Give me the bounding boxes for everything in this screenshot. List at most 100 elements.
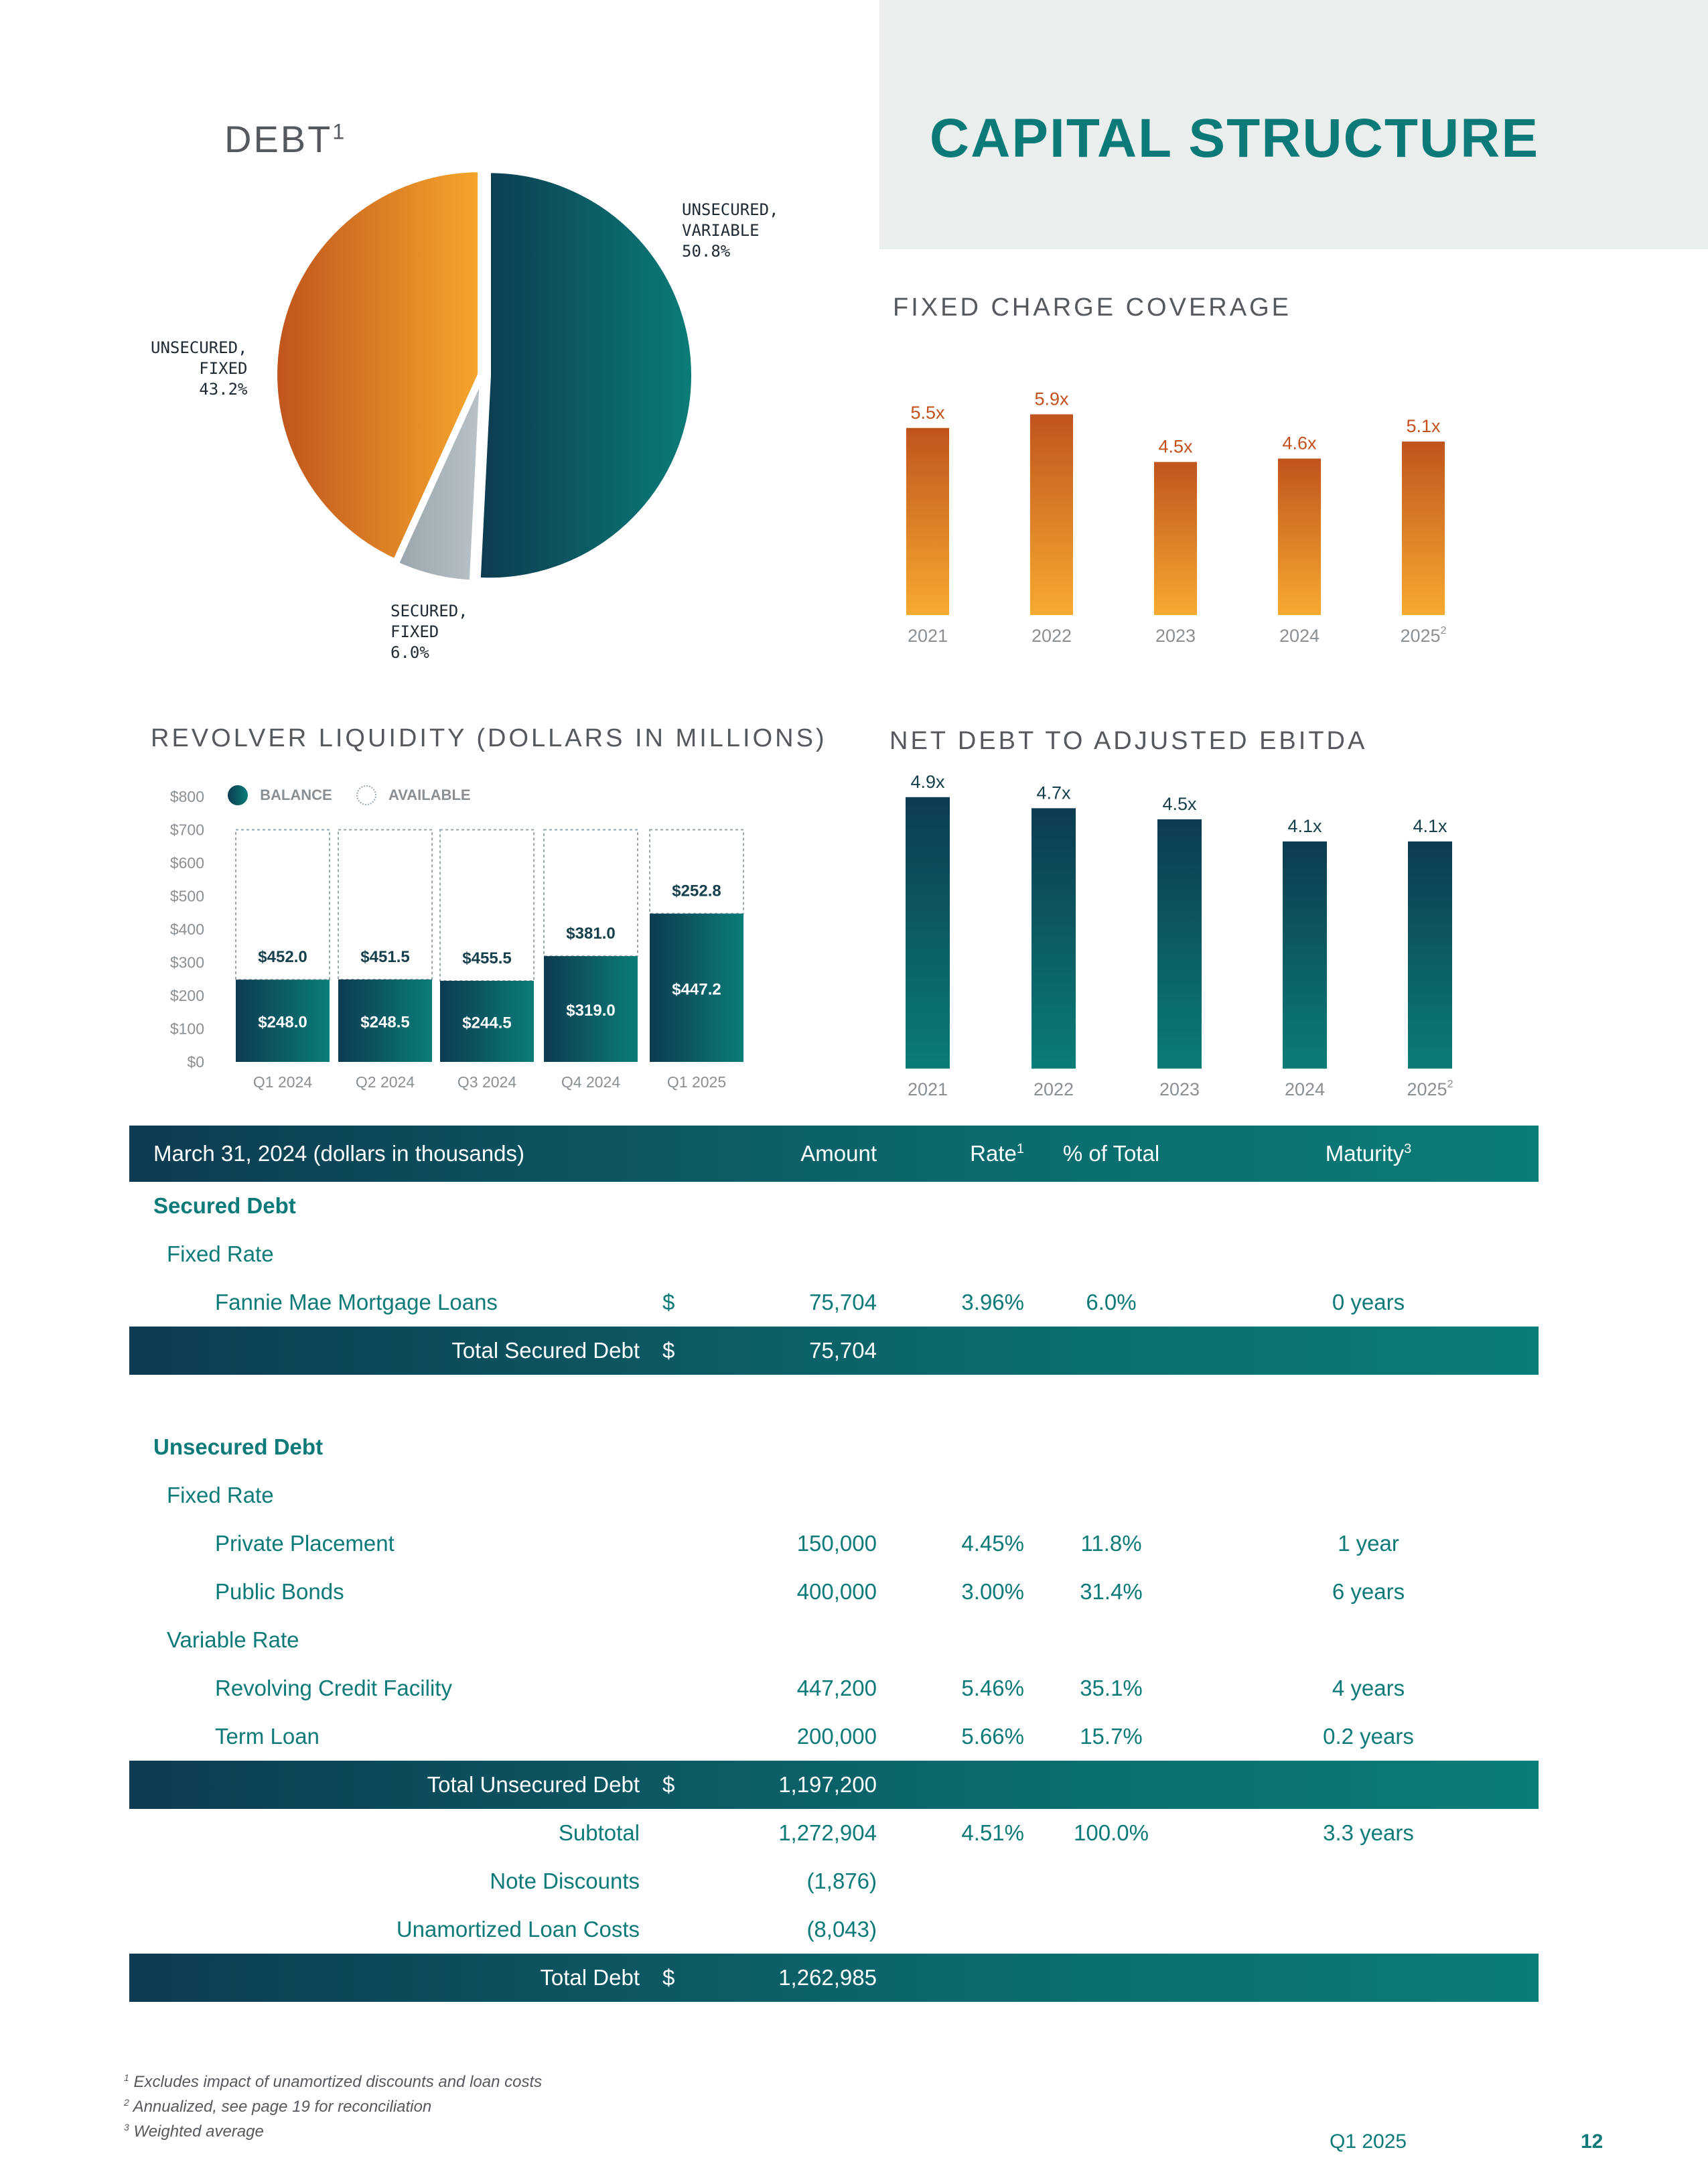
fcc-year-label: 2021 — [908, 626, 948, 646]
revolver-ytick: $700 — [170, 821, 204, 839]
table-header-row: March 31, 2024 (dollars in thousands) Am… — [129, 1126, 1539, 1182]
total-secured-amount: 75,704 — [809, 1338, 877, 1363]
legend-balance-label: BALANCE — [260, 787, 332, 803]
subtotal-rate: 4.51% — [961, 1820, 1024, 1845]
pie-label-unsecured-fixed: UNSECURED, FIXED 43.2% — [151, 338, 248, 399]
net-debt-year-label: 2022 — [1034, 1079, 1074, 1099]
fcc-value-label: 5.5x — [910, 403, 945, 423]
secured-debt-heading: Secured Debt — [153, 1193, 296, 1218]
revolver-balance-label: $319.0 — [566, 1002, 615, 1020]
net-debt-value-label: 4.5x — [1162, 794, 1197, 814]
fcc-bar — [1030, 414, 1073, 615]
revolver-quarter-label: Q3 2024 — [457, 1073, 516, 1091]
revolver-quarter-label: Q1 2024 — [253, 1073, 312, 1091]
note-discounts-label: Note Discounts — [490, 1869, 640, 1893]
revolver-quarter-label: Q4 2024 — [561, 1073, 620, 1091]
public-pct: 31.4% — [1080, 1579, 1143, 1604]
footer-quarter: Q1 2025 — [1330, 2130, 1407, 2153]
subtotal-label: Subtotal — [558, 1820, 640, 1845]
table-row: Secured Debt — [129, 1182, 1539, 1230]
revolver-available-label: $381.0 — [566, 925, 615, 943]
fcc-bar — [906, 427, 949, 615]
debt-table: March 31, 2024 (dollars in thousands) Am… — [129, 1126, 1539, 2002]
pie-slice-secured-fixed — [394, 377, 484, 584]
page-title: CAPITAL STRUCTURE — [929, 108, 1540, 169]
fcc-bar — [1278, 458, 1321, 615]
unamortized-row: Unamortized Loan Costs (8,043) — [129, 1905, 1539, 1954]
revolver-balance-bar — [440, 980, 534, 1062]
net-debt-title: NET DEBT TO ADJUSTED EBITDA — [889, 727, 1368, 755]
fannie-pct: 6.0% — [1086, 1290, 1137, 1314]
revolver-balance-bar — [236, 979, 330, 1062]
table-row: Revolving Credit Facility 447,200 5.46% … — [129, 1664, 1539, 1712]
net-debt-value-label: 4.1x — [1413, 816, 1447, 836]
pie-slice-unsecured-variable — [476, 169, 695, 582]
note-discounts-row: Note Discounts (1,876) — [129, 1857, 1539, 1905]
private-label: Private Placement — [215, 1531, 395, 1556]
table-row: Fixed Rate — [129, 1471, 1539, 1519]
net-debt-value-label: 4.9x — [910, 772, 945, 792]
revolver-ytick: $0 — [187, 1053, 204, 1071]
revolver-ytick: $200 — [170, 987, 204, 1004]
table-spacer — [129, 1375, 1539, 1423]
fannie-dollar: $ — [662, 1290, 675, 1314]
revolver-available-bar — [338, 829, 433, 980]
total-unsecured-row: Total Unsecured Debt $ 1,197,200 — [129, 1761, 1539, 1809]
revolver-balance-label: $248.5 — [360, 1013, 409, 1031]
subtotal-maturity: 3.3 years — [1323, 1820, 1414, 1845]
revolver-balance-label: $447.2 — [672, 980, 721, 998]
total-secured-dollar: $ — [662, 1338, 675, 1363]
term-label: Term Loan — [215, 1724, 319, 1749]
debt-title-footnote: 1 — [332, 119, 347, 144]
revolver-balance-bar — [650, 913, 743, 1062]
revolver-chart: $0 $100 $200 $300 $400 $500 $600 $700 $800 $248.0… — [170, 788, 744, 1091]
revolver-ytick: $600 — [170, 854, 204, 872]
revolver-legend: BALANCE AVAILABLE — [228, 785, 471, 805]
header-amount: Amount — [800, 1141, 877, 1166]
net-debt-year-label: 20252 — [1407, 1079, 1453, 1099]
revolver-available-bar — [649, 829, 744, 915]
net-debt-bar — [1157, 819, 1202, 1069]
total-secured-label: Total Secured Debt — [451, 1338, 640, 1363]
revolver-available-bar — [543, 829, 638, 957]
net-debt-bar — [1283, 841, 1327, 1069]
unamortized-amount: (8,043) — [806, 1917, 877, 1942]
net-debt-bar — [1408, 841, 1452, 1069]
revolver-ytick: $300 — [170, 954, 204, 971]
pie-label-secured-fixed: SECURED, FIXED 6.0% — [390, 602, 468, 662]
total-debt-label: Total Debt — [540, 1965, 640, 1990]
revolver-ytick: $400 — [170, 921, 204, 938]
unsecured-fixed-rate-label: Fixed Rate — [167, 1483, 274, 1507]
table-row: Fixed Rate — [129, 1230, 1539, 1278]
revolving-maturity: 4 years — [1332, 1676, 1405, 1700]
subtotal-amount: 1,272,904 — [778, 1820, 877, 1845]
debt-pie-chart — [273, 168, 695, 584]
revolving-amount: 447,200 — [796, 1676, 877, 1700]
fcc-year-label: 2024 — [1279, 626, 1320, 646]
private-rate: 4.45% — [961, 1531, 1024, 1556]
revolver-balance-bar — [544, 956, 638, 1062]
private-maturity: 1 year — [1338, 1531, 1399, 1556]
header-band — [879, 0, 1708, 249]
private-amount: 150,000 — [796, 1531, 877, 1556]
total-unsecured-label: Total Unsecured Debt — [427, 1772, 640, 1797]
table-row: Private Placement 150,000 4.45% 11.8% 1 … — [129, 1519, 1539, 1568]
footnote-1: 1 Excludes impact of unamortized discoun… — [124, 2072, 543, 2091]
fcc-year-label: 2023 — [1155, 626, 1196, 646]
revolver-ytick: $100 — [170, 1020, 204, 1038]
net-debt-year-label: 2021 — [908, 1079, 948, 1099]
term-maturity: 0.2 years — [1323, 1724, 1414, 1749]
net-debt-value-label: 4.1x — [1287, 816, 1322, 836]
revolving-label: Revolving Credit Facility — [215, 1676, 452, 1700]
note-discounts-amount: (1,876) — [806, 1869, 877, 1893]
fcc-year-label: 2022 — [1031, 626, 1072, 646]
legend-available-swatch — [356, 785, 376, 805]
net-debt-value-label: 4.7x — [1036, 783, 1071, 803]
public-maturity: 6 years — [1332, 1579, 1405, 1604]
fcc-value-label: 5.1x — [1406, 416, 1441, 436]
total-secured-row: Total Secured Debt $ 75,704 — [129, 1327, 1539, 1375]
debt-chart-title: DEBT1 — [224, 117, 346, 161]
subtotal-pct: 100.0% — [1074, 1820, 1149, 1845]
revolver-available-label: $451.5 — [360, 948, 409, 966]
term-pct: 15.7% — [1080, 1724, 1143, 1749]
